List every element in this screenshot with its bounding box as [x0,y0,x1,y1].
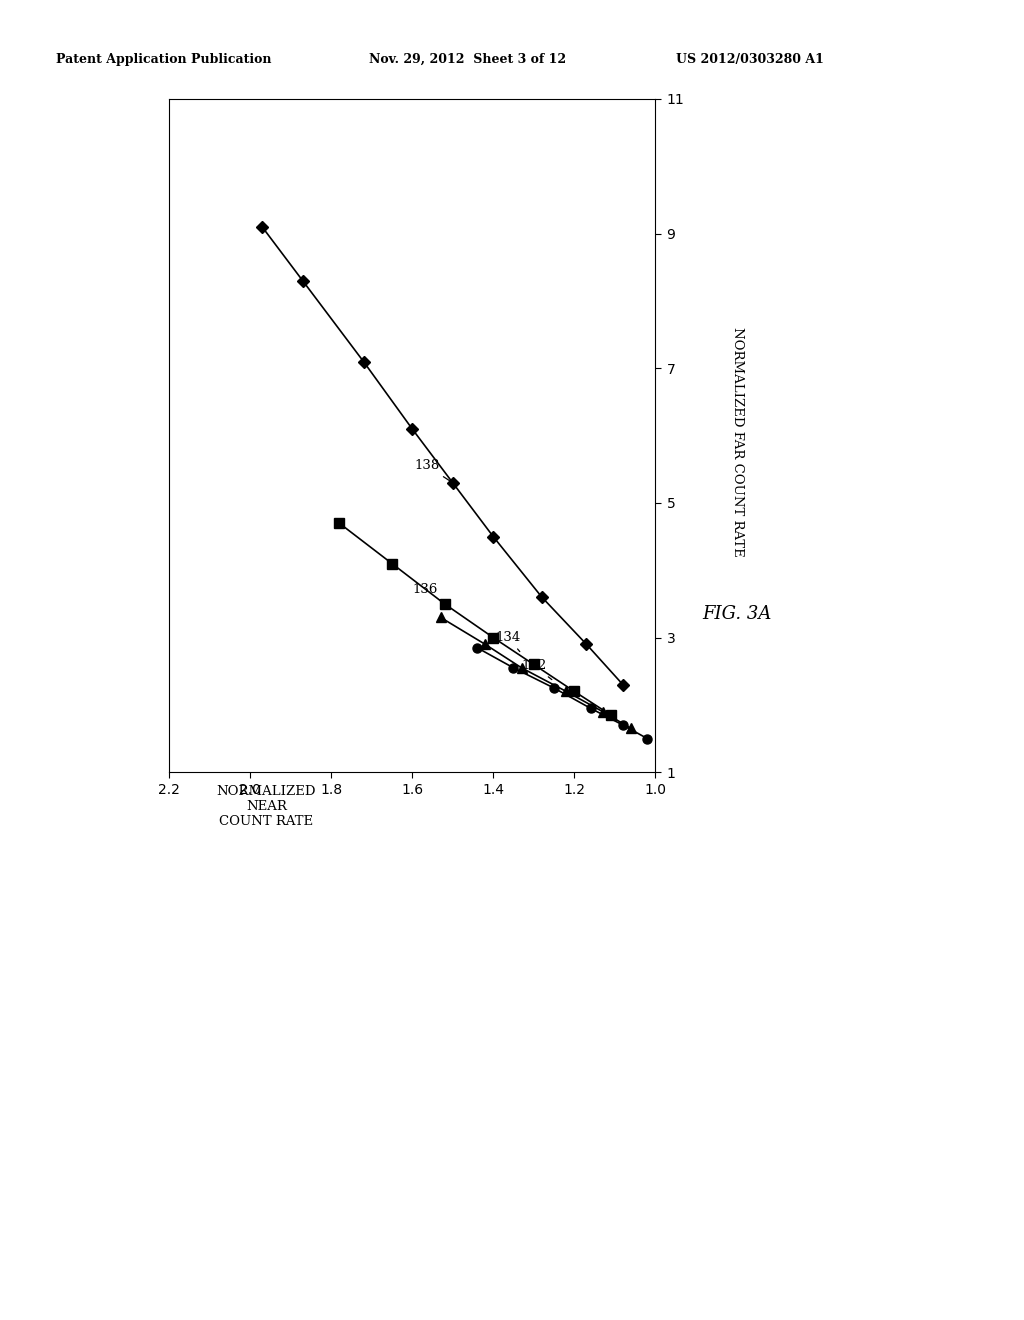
Text: 132: 132 [521,659,552,680]
Text: NORMALIZED
NEAR
COUNT RATE: NORMALIZED NEAR COUNT RATE [216,785,316,829]
Text: 138: 138 [414,459,451,482]
Text: 136: 136 [412,582,442,602]
Text: Patent Application Publication: Patent Application Publication [56,53,271,66]
Text: FIG. 3A: FIG. 3A [702,605,772,623]
Text: NORMALIZED FAR COUNT RATE: NORMALIZED FAR COUNT RATE [731,327,743,557]
Text: 134: 134 [496,631,520,652]
Text: US 2012/0303280 A1: US 2012/0303280 A1 [676,53,823,66]
Text: Nov. 29, 2012  Sheet 3 of 12: Nov. 29, 2012 Sheet 3 of 12 [369,53,566,66]
